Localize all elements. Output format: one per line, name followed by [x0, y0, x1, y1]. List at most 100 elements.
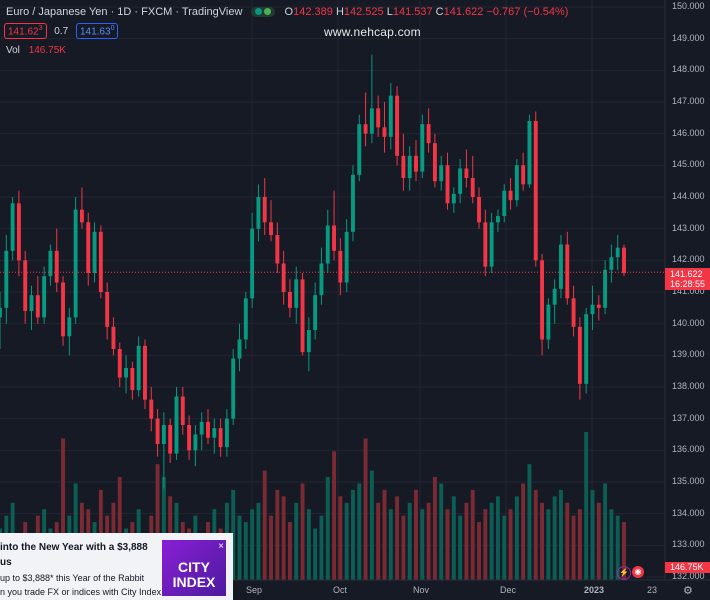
volume-bar [552, 496, 557, 580]
sell-button[interactable]: 141.623 [4, 23, 47, 40]
candle-body [61, 282, 65, 337]
price-label: 143.000 [672, 222, 705, 233]
candle-body [136, 345, 141, 391]
candle-body [495, 216, 500, 223]
price-label: 134.000 [672, 507, 705, 518]
candle-body [206, 421, 210, 438]
volume-bar [325, 477, 330, 580]
candle-body [231, 358, 236, 419]
candle-body [161, 425, 166, 444]
candle-body [218, 428, 223, 448]
buy-button[interactable]: 141.630 [75, 23, 119, 40]
candle-body [401, 155, 406, 178]
volume-bar [426, 502, 431, 580]
volume-bar [527, 464, 532, 580]
candle-body [42, 276, 47, 318]
lightning-icon[interactable]: ⚡ [617, 566, 631, 580]
candle-body [54, 250, 59, 283]
candle-body [432, 143, 437, 182]
candle-body [508, 190, 513, 201]
volume-bar [61, 438, 65, 580]
volume-bar [414, 489, 418, 580]
target-icon[interactable]: ◉ [632, 566, 644, 578]
ohlc-values: O142.389 H142.525 L141.537 C141.622 −0.7… [284, 6, 569, 18]
candle-body [521, 165, 526, 185]
candle-body [376, 108, 381, 128]
volume-bar [577, 509, 582, 580]
candle-body [325, 225, 330, 264]
candle-body [67, 317, 72, 337]
candle-body [577, 326, 582, 384]
volume-bar [590, 489, 595, 580]
candle-body [199, 421, 204, 435]
trade-buttons: 141.623 0.7 141.630 [4, 23, 119, 40]
candle-body [117, 349, 122, 378]
market-status-indicator[interactable] [251, 7, 276, 18]
volume-bar [243, 522, 248, 580]
volume-bar [477, 522, 481, 580]
candle-body [565, 244, 570, 299]
price-label: 135.000 [672, 476, 705, 486]
candle-body [615, 247, 620, 258]
candle-body [130, 368, 135, 391]
candle-body [502, 190, 507, 216]
candle-body [4, 250, 9, 308]
candle-body [79, 209, 84, 223]
volume-bar [155, 464, 160, 580]
price-label: 146.000 [672, 127, 705, 138]
volume-bar [584, 432, 589, 580]
volume-bar [445, 509, 450, 580]
candle-body [395, 95, 400, 156]
candle-body [584, 314, 589, 384]
candle-body [212, 428, 217, 438]
volume-bar [401, 515, 406, 580]
candle-body [48, 250, 53, 277]
time-label-oct: Oct [333, 585, 348, 595]
high-value: 142.525 [343, 6, 384, 18]
volume-bar [420, 509, 425, 580]
candle-body [533, 121, 538, 261]
gear-icon[interactable]: ⚙ [683, 585, 693, 597]
candle-body [16, 203, 21, 261]
symbol-title[interactable]: Euro / Japanese Yen · 1D · FXCM · Tradin… [6, 6, 243, 18]
volume-bar [363, 438, 368, 580]
volume-bar [313, 528, 318, 580]
volume-bar [489, 502, 494, 580]
candle-body [155, 418, 160, 444]
candle-body [269, 222, 273, 235]
change-value: −0.767 (−0.54%) [486, 6, 569, 18]
candle-body [111, 326, 116, 349]
volume-label[interactable]: Vol [6, 45, 20, 56]
close-icon[interactable]: × [218, 541, 224, 552]
candle-body [622, 247, 626, 273]
price-label: 145.000 [672, 159, 705, 170]
candle-body [407, 155, 412, 178]
volume-bar [432, 477, 437, 580]
time-label-2023: 2023 [584, 585, 605, 595]
candle-body [174, 396, 179, 454]
volume-bar [521, 483, 526, 580]
candle-body [23, 260, 28, 311]
volume-bar [451, 496, 456, 580]
last-price-badge: 141.622 16:28:55 [665, 268, 710, 290]
candle-body [540, 260, 545, 340]
time-label-23: 23 [647, 585, 658, 595]
ad-banner[interactable]: into the New Year with a $3,888 us up to… [0, 533, 233, 600]
candle-body [98, 231, 103, 292]
volume-bar [559, 489, 563, 580]
candle-body [338, 250, 343, 283]
volume-bar [470, 489, 475, 580]
volume-bar [376, 502, 381, 580]
price-label: 139.000 [672, 349, 705, 360]
city-index-logo[interactable]: CITY INDEX [162, 540, 226, 596]
candle-body [187, 425, 192, 451]
volume-bar [514, 496, 519, 580]
volume-bar [439, 483, 444, 580]
open-value: 142.389 [293, 6, 333, 18]
candle-body [105, 292, 110, 327]
ad-body-1: up to $3,888* this Year of the Rabbit [0, 573, 145, 583]
candle-body [357, 124, 362, 175]
candle-body [300, 279, 305, 353]
ad-headline-2: us [0, 557, 12, 568]
